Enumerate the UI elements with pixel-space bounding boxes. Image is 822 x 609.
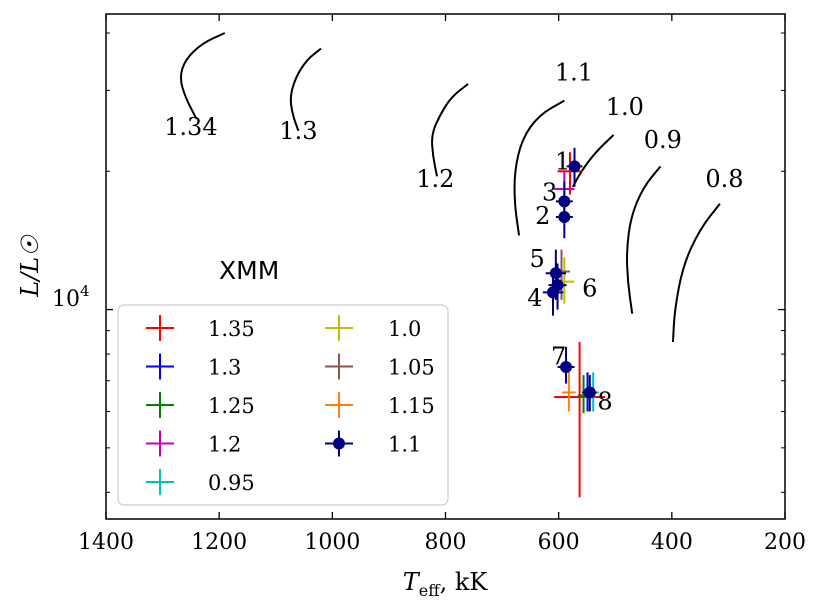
track-label: 1.1 [555,59,593,87]
legend-entry: 1.1 [325,430,421,457]
x-tick-label: 1400 [78,530,134,555]
legend-dot [333,437,345,450]
point-label: 3 [542,178,557,206]
track-line [571,134,615,188]
point-label: 6 [582,275,597,303]
point-marker [558,211,571,224]
point-labels: 132 5 4 6 7 8 [527,148,612,416]
point-label: 5 [530,245,545,273]
legend-label: 1.0 [388,317,421,341]
track-label: 0.8 [705,165,743,193]
data-point [554,341,606,498]
point-marker [568,160,581,173]
legend-label: 1.15 [388,394,435,418]
data-point [557,346,575,384]
data-points [542,147,606,498]
point-label: 1 [555,148,570,176]
track-line [671,203,721,343]
track-line [431,83,469,177]
x-tick-label: 600 [538,530,580,555]
legend-entry: 0.95 [146,469,255,495]
legend: 1.35 1.3 1.25 1.2 0.95 1.0 1.05 1.15 1.1 [117,304,449,506]
legend-label: 1.2 [208,433,241,457]
legend-label: 1.35 [208,317,255,341]
legend-entry: 1.0 [325,315,421,341]
data-point [582,375,597,412]
point-marker [560,360,573,373]
x-tick-label: 400 [651,530,693,555]
legend-entry: 1.25 [146,392,255,418]
data-point [566,147,583,187]
point-label: 7 [551,343,566,371]
point-label: 4 [527,284,542,312]
x-tick-label: 200 [764,530,806,555]
y-tick-label: 104 [52,282,90,312]
legend-entry: 1.15 [325,392,435,418]
track-label: 1.3 [279,117,317,145]
legend-label: 1.1 [388,433,421,457]
xmm-annotation: XMM [219,256,279,285]
track-label: 0.9 [644,126,682,154]
point-marker [583,386,596,399]
x-tick-label: 1200 [191,530,247,555]
legend-label: 1.25 [208,394,255,418]
x-tick-label: 1000 [304,530,360,555]
point-label: 8 [597,388,612,416]
y-axis-label: L/L☉ [16,234,44,298]
data-point [562,372,576,412]
legend-label: 1.05 [388,356,435,380]
legend-label: 1.3 [208,356,241,380]
x-axis-label: Teff, kK [403,568,489,600]
track-line [626,165,662,314]
x-tick-label: 800 [425,530,467,555]
track-line [179,32,226,120]
evolutionary-tracks: 1.34 1.31.21.11.00.90.8 [164,32,744,343]
track-line [513,99,565,236]
data-point [555,197,573,239]
track-line [289,47,322,132]
legend-entry: 1.35 [146,315,255,341]
legend-box [117,304,449,506]
point-marker [549,267,562,280]
legend-label: 0.95 [208,471,255,495]
axis-ticks: 1400 1200 1000 800 600 400 200 [78,14,806,555]
legend-entry: 1.05 [325,353,435,380]
track-label: 1.34 [164,113,217,141]
track-label: 1.0 [606,93,644,121]
legend-entry: 1.2 [146,430,241,457]
point-label: 2 [535,202,550,230]
point-marker [551,279,564,292]
track-label: 1.2 [416,165,454,193]
legend-entry: 1.3 [146,353,241,380]
data-point [557,152,583,195]
data-point [548,263,567,310]
